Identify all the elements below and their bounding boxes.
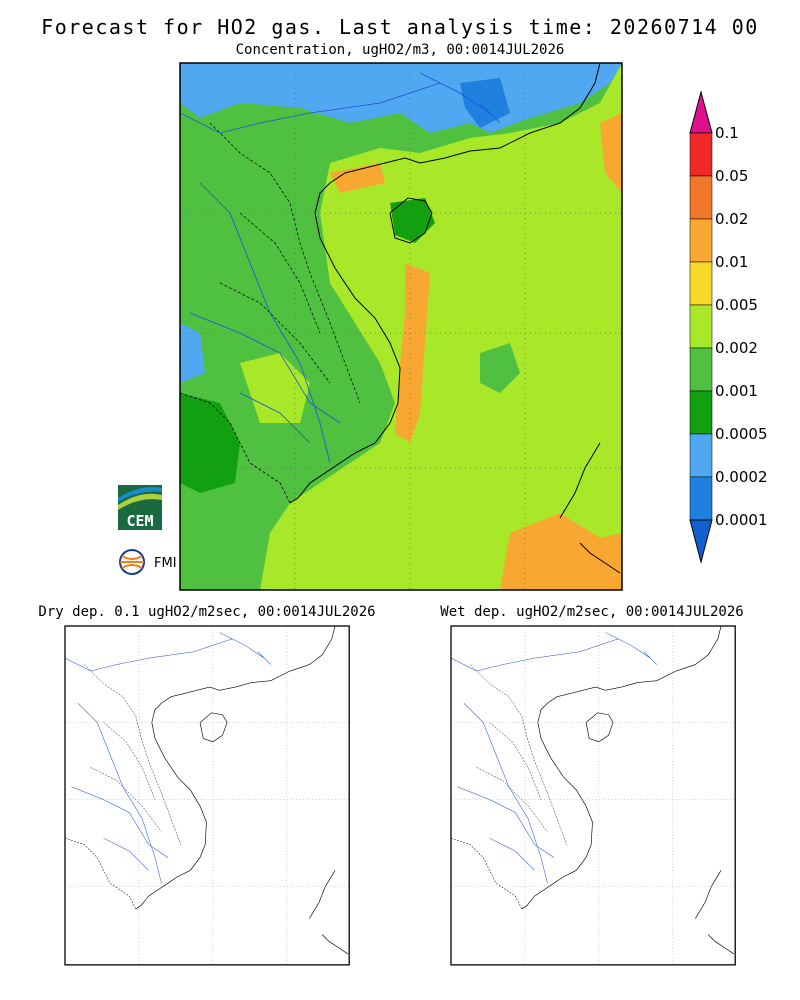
colorbar-band xyxy=(689,175,713,220)
title: Forecast for HO2 gas. Last analysis time… xyxy=(41,15,759,39)
colorbar-tip xyxy=(689,90,713,134)
dry-dep-map xyxy=(64,625,350,966)
fmi-text: FMI xyxy=(154,556,177,571)
colorbar-band xyxy=(689,218,713,263)
colorbar-band xyxy=(689,390,713,435)
colorbar-band xyxy=(689,347,713,392)
colorbar-label: 0.002 xyxy=(715,339,758,357)
fmi-logo: FMI xyxy=(119,549,177,575)
colorbar-label: 0.005 xyxy=(715,296,758,314)
colorbar-band xyxy=(689,476,713,521)
panel-title: Wet dep. ugHO2/m2sec, 00:0014JUL2026 xyxy=(440,604,743,620)
colorbar-band xyxy=(689,132,713,177)
cem-logo: CEM xyxy=(118,485,162,530)
subtitle: Concentration, ugHO2/m3, 00:0014JUL2026 xyxy=(236,42,565,58)
colorbar-label: 0.0001 xyxy=(715,511,768,529)
colorbar-tip xyxy=(689,519,713,564)
wet-dep-map xyxy=(450,625,736,966)
colorbar-label: 0.001 xyxy=(715,382,758,400)
colorbar-label: 0.02 xyxy=(715,210,748,228)
colorbar-label: 0.1 xyxy=(715,124,739,142)
colorbar-label: 0.05 xyxy=(715,167,748,185)
colorbar-label: 0.0002 xyxy=(715,468,768,486)
colorbar-band xyxy=(689,304,713,349)
colorbar-band xyxy=(689,433,713,478)
panel-title: Dry dep. 0.1 ugHO2/m2sec, 00:0014JUL2026 xyxy=(38,604,375,620)
colorbar-label: 0.01 xyxy=(715,253,748,271)
main-map xyxy=(179,62,623,591)
colorbar-label: 0.0005 xyxy=(715,425,768,443)
cem-text: CEM xyxy=(126,512,153,530)
colorbar: 0.1 0.05 0.02 0.01 0.005 0.002 0.001 0.0005 0.00… xyxy=(689,90,768,564)
colorbar-band xyxy=(689,261,713,306)
